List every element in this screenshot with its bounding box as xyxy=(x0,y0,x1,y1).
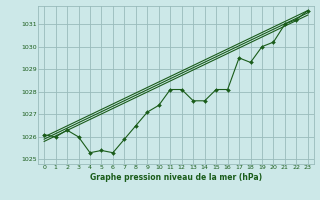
X-axis label: Graphe pression niveau de la mer (hPa): Graphe pression niveau de la mer (hPa) xyxy=(90,173,262,182)
